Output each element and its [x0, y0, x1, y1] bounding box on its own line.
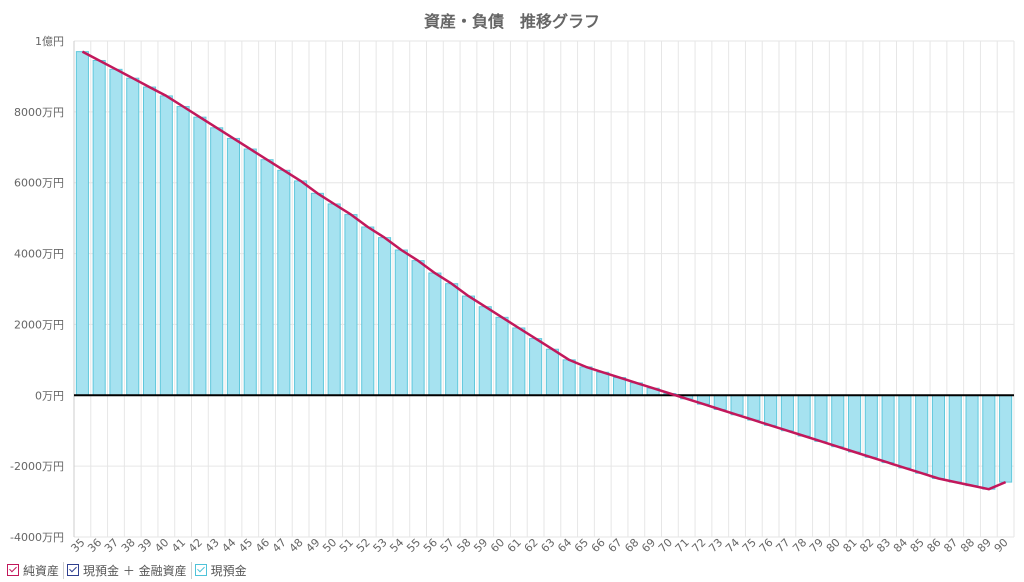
checkbox-icon[interactable]: [194, 564, 207, 576]
bar[interactable]: [579, 366, 593, 396]
bar[interactable]: [411, 260, 425, 396]
bar[interactable]: [226, 137, 241, 396]
bar[interactable]: [512, 327, 526, 396]
bar[interactable]: [864, 394, 878, 458]
bar[interactable]: [999, 394, 1013, 483]
checkbox-icon[interactable]: [67, 564, 80, 576]
bar[interactable]: [394, 249, 408, 396]
bar[interactable]: [92, 59, 106, 396]
y-tick-label: -2000万円: [10, 460, 64, 473]
bar[interactable]: [797, 394, 811, 437]
bar[interactable]: [764, 394, 778, 426]
legend-label: 現預金 ＋ 金融資産: [83, 563, 187, 578]
bar[interactable]: [461, 295, 476, 396]
bar[interactable]: [915, 394, 929, 474]
line-series-net-assets[interactable]: [81, 50, 1007, 491]
y-tick-label: -4000万円: [10, 531, 64, 544]
bar[interactable]: [982, 394, 996, 490]
legend-item-net-assets[interactable]: 純資産: [4, 561, 65, 579]
legend-label: 純資産: [23, 563, 60, 578]
bar[interactable]: [965, 394, 979, 487]
x-axis-ticks: 3536373839404142434445464748495051525354…: [68, 536, 1010, 555]
bar[interactable]: [210, 127, 224, 396]
bar[interactable]: [344, 214, 358, 396]
net-assets-line[interactable]: [81, 50, 1007, 491]
bar[interactable]: [126, 77, 140, 396]
bar[interactable]: [277, 169, 291, 396]
bar[interactable]: [176, 106, 190, 396]
bar[interactable]: [75, 51, 89, 396]
bar[interactable]: [931, 394, 946, 480]
y-axis-ticks: 1億円 8000万円 6000万円 4000万円 2000万円 0万円 -2000万円 -40…: [10, 35, 64, 544]
checkbox-icon[interactable]: [7, 564, 19, 576]
y-tick-label: 1億円: [35, 35, 64, 48]
bar[interactable]: [193, 116, 207, 396]
bar[interactable]: [159, 95, 173, 396]
x-tick-label: 90: [992, 536, 1011, 555]
y-tick-label: 4000万円: [14, 248, 64, 261]
bar[interactable]: [377, 237, 392, 396]
bar[interactable]: [478, 306, 492, 396]
bar[interactable]: [545, 348, 559, 396]
legend-item-cash[interactable]: 現預金: [192, 562, 251, 579]
legend: 純資産 現預金 ＋ 金融資産 現預金: [4, 561, 251, 579]
chart-title: 資産・負債 推移グラフ: [423, 12, 600, 31]
grid-lines: [73, 40, 1015, 538]
bar[interactable]: [243, 148, 257, 396]
legend-label: 現預金: [210, 563, 247, 578]
bar[interactable]: [327, 203, 341, 396]
y-tick-label: 0万円: [35, 389, 64, 402]
y-tick-label: 6000万円: [14, 177, 64, 190]
bar[interactable]: [730, 394, 744, 416]
y-tick-label: 8000万円: [14, 106, 64, 119]
bar[interactable]: [831, 394, 845, 448]
bar[interactable]: [361, 226, 375, 396]
y-tick-label: 2000万円: [14, 318, 64, 331]
bar[interactable]: [310, 192, 324, 396]
bar[interactable]: [847, 394, 862, 453]
legend-item-cash-plus-financial[interactable]: 現預金 ＋ 金融資産: [64, 561, 192, 579]
bar[interactable]: [780, 394, 794, 432]
bar[interactable]: [596, 371, 610, 396]
bar[interactable]: [881, 394, 895, 464]
bar[interactable]: [898, 394, 912, 469]
bar[interactable]: [814, 394, 828, 442]
bar[interactable]: [747, 394, 761, 421]
bar[interactable]: [529, 338, 543, 396]
bar[interactable]: [109, 68, 123, 396]
bar[interactable]: [948, 394, 962, 483]
bar[interactable]: [428, 272, 442, 396]
bar[interactable]: [260, 159, 274, 396]
bar[interactable]: [294, 180, 308, 396]
bar[interactable]: [445, 283, 459, 396]
bar-series-cash[interactable]: [75, 51, 1013, 490]
bar[interactable]: [142, 86, 157, 396]
bar[interactable]: [562, 359, 576, 396]
bar[interactable]: [495, 316, 509, 396]
